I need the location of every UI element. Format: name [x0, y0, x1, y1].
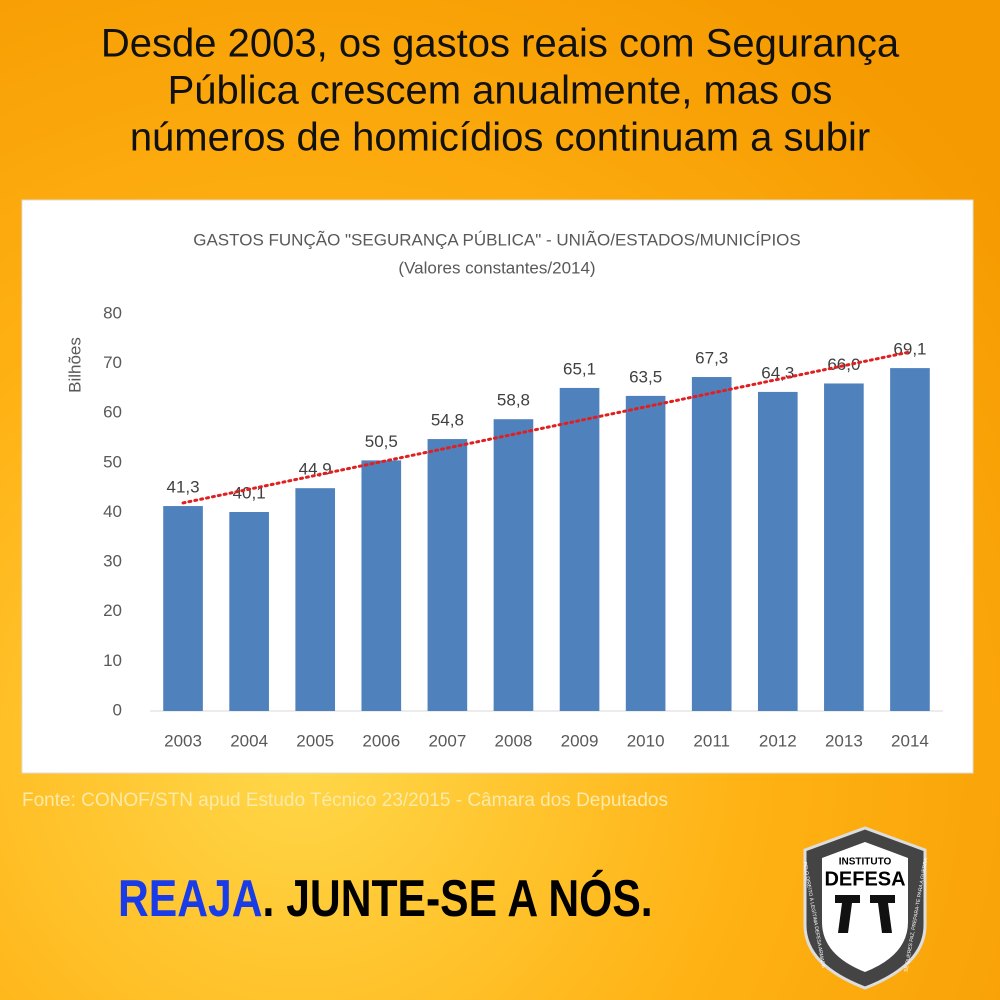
bar — [625, 395, 666, 711]
y-tick-label: 40 — [103, 502, 122, 521]
x-tick-label: 2014 — [891, 731, 929, 750]
x-tick-label: 2012 — [759, 731, 797, 750]
x-tick-label: 2010 — [627, 731, 665, 750]
bar — [691, 377, 732, 711]
x-tick-label: 2004 — [230, 731, 268, 750]
y-tick-label: 10 — [103, 651, 122, 670]
headline-line: Desde 2003, os gastos reais com Seguranç… — [101, 22, 900, 66]
chart-title: GASTOS FUNÇÃO "SEGURANÇA PÚBLICA" - UNIÃ… — [193, 230, 800, 249]
bar — [757, 391, 798, 711]
logo-top: INSTITUTO — [839, 857, 892, 868]
bar — [427, 439, 468, 711]
bar — [890, 368, 930, 711]
bar — [229, 512, 269, 711]
x-tick-label: 2006 — [362, 731, 400, 750]
bar — [361, 460, 402, 711]
x-tick-label: 2011 — [693, 731, 730, 750]
y-tick-label: 80 — [103, 303, 122, 322]
x-tick-label: 2007 — [428, 731, 466, 750]
value-label: 54,8 — [431, 411, 464, 430]
plot: 01020304050607080200341,3200440,1200544,… — [103, 303, 943, 750]
value-label: 69,1 — [893, 340, 926, 359]
headline-line: Pública crescem anualmente, mas os — [168, 69, 833, 113]
value-label: 64,3 — [761, 363, 794, 382]
x-tick-label: 2005 — [296, 731, 334, 750]
x-tick-label: 2009 — [561, 731, 599, 750]
x-tick-label: 2003 — [164, 731, 202, 750]
x-tick-label: 2008 — [495, 731, 533, 750]
value-label: 65,1 — [563, 359, 596, 378]
logo-name: DEFESA — [824, 868, 905, 890]
y-tick-label: 50 — [103, 452, 122, 471]
bar — [493, 419, 534, 711]
chart-subtitle: (Valores constantes/2014) — [398, 258, 595, 277]
logo: INSTITUTO DEFESA PELO DIREITO À LEGÍTIMA… — [801, 826, 929, 990]
value-label: 50,5 — [365, 432, 398, 451]
cta-rest: . JUNTE-SE A NÓS. — [263, 868, 653, 928]
value-label: 58,8 — [497, 391, 530, 410]
y-axis-label: Bilhões — [65, 337, 84, 393]
value-label: 67,3 — [695, 349, 728, 368]
y-tick-label: 30 — [103, 552, 122, 571]
bar — [295, 488, 336, 711]
logo-inner — [822, 842, 908, 972]
value-label: 41,3 — [166, 478, 199, 497]
x-tick-label: 2013 — [825, 731, 863, 750]
call-to-action: REAJA. JUNTE-SE A NÓS. — [118, 868, 653, 928]
bar — [559, 387, 600, 711]
value-label: 66,0 — [827, 355, 860, 374]
y-tick-label: 0 — [113, 700, 122, 719]
logo-pistols — [835, 895, 895, 933]
y-tick-label: 60 — [103, 403, 122, 422]
source: Fonte: CONOF/STN apud Estudo Técnico 23/… — [22, 790, 668, 811]
headline: Desde 2003, os gastos reais com Seguranç… — [101, 22, 900, 160]
y-tick-label: 20 — [103, 601, 122, 620]
trendline — [181, 350, 912, 505]
headline-line: números de homicídios continuam a subir — [130, 116, 870, 160]
bar — [163, 506, 203, 711]
value-label: 63,5 — [629, 367, 662, 386]
value-label: 40,1 — [233, 483, 266, 502]
cta-strong: REAJA — [118, 870, 263, 928]
y-tick-label: 70 — [103, 353, 122, 372]
bar — [824, 383, 864, 711]
